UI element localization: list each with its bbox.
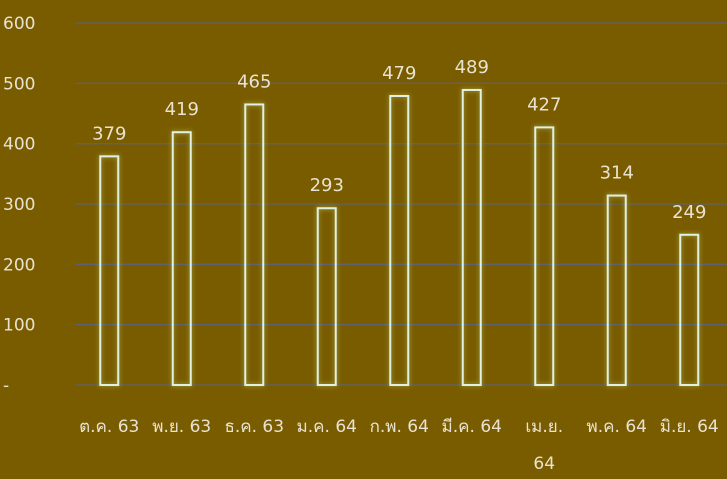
x-tick-label: มี.ค. 64 [442,417,502,437]
x-tick-label: ก.พ. 64 [370,417,429,437]
data-labels: 379 419 465 293 479 489 427 314 249 [92,57,706,223]
bar [606,194,627,386]
y-axis-ticks: - 100 200 300 400 500 600 [3,14,35,396]
gridlines [75,22,727,386]
bar [316,207,337,386]
bar [244,103,265,386]
y-tick-label: 400 [3,135,35,155]
x-axis-ticks: ต.ค. 63 พ.ย. 63 ธ.ค. 63 ม.ค. 64 ก.พ. 64 มี.ค.… [79,417,719,474]
data-label: 293 [310,175,344,196]
bars [99,88,700,387]
x-tick-label: ธ.ค. 63 [224,417,284,437]
x-tick-label: พ.ย. 63 [152,417,211,437]
bar [99,155,120,386]
bar [461,88,482,386]
data-label: 249 [672,202,706,223]
y-tick-label: 300 [3,195,35,215]
x-tick-label: ม.ค. 64 [297,417,357,437]
data-label: 419 [165,99,199,120]
bar [171,131,192,386]
data-label: 489 [455,57,489,78]
bar [389,95,410,387]
bar [679,233,700,386]
data-label: 314 [600,163,634,184]
bar [534,126,555,386]
y-tick-label: 200 [3,255,35,275]
data-label: 379 [92,123,126,144]
y-tick-label: - [3,376,9,396]
x-tick-label: มิ.ย. 64 [660,417,719,437]
x-tick-label: พ.ค. 64 [587,417,647,437]
y-tick-label: 500 [3,74,35,94]
x-tick-label: เม.ย. 64 [525,417,563,474]
data-label: 465 [237,71,271,92]
y-tick-label: 100 [3,316,35,336]
x-tick-label: ต.ค. 63 [79,417,139,437]
data-label: 427 [527,94,561,115]
y-tick-label: 600 [3,14,35,34]
data-label: 479 [382,63,416,84]
